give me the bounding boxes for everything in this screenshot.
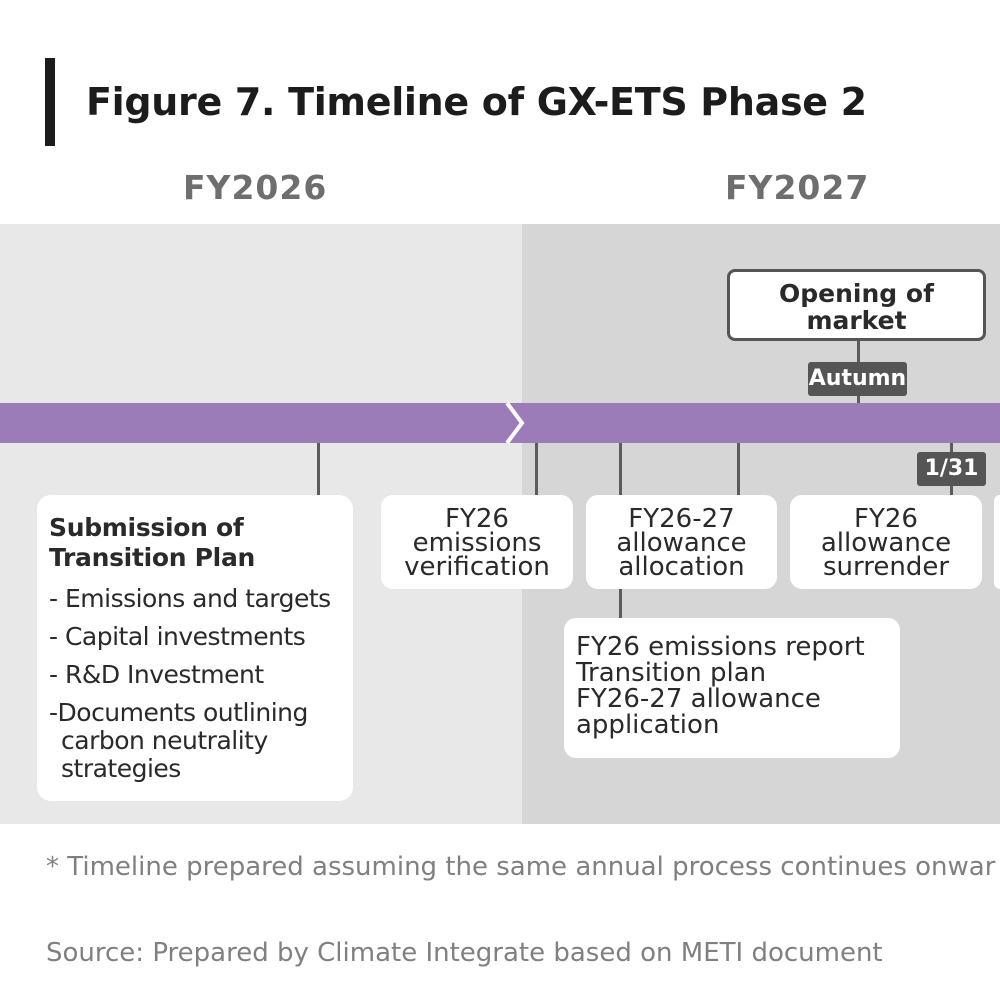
- deadline-tag: 1/31: [917, 452, 986, 486]
- source-note: Source: Prepared by Climate Integrate ba…: [46, 938, 883, 968]
- transition-plan-card: Submission of Transition Plan - Emission…: [37, 495, 353, 801]
- report-card: FY26 emissions report Transition plan FY…: [564, 618, 900, 758]
- list-item: - Emissions and targets: [49, 584, 331, 613]
- allocation-line1: FY26-27: [628, 504, 735, 534]
- list-item: - R&D Investment: [49, 660, 264, 689]
- report-line: FY26-27 allowance: [576, 684, 821, 714]
- surrender-line1: FY26: [854, 504, 918, 534]
- timeline-track: [0, 403, 1000, 443]
- market-opening-line1: Opening of: [779, 279, 934, 308]
- list-item: -Documents outlining: [49, 698, 308, 727]
- allocation-line2: allowance: [616, 528, 747, 558]
- autumn-tag: Autumn: [808, 362, 907, 396]
- connector-verification: [535, 420, 538, 495]
- surrender-line2: allowance: [820, 528, 952, 558]
- allocation-card: FY26-27 allowance allocation: [586, 495, 777, 589]
- transition-plan-title-line1: Submission of: [49, 513, 244, 542]
- connector-allocation: [737, 420, 740, 495]
- report-line: FY26 emissions report: [576, 632, 865, 662]
- fiscal-year-chevron: [505, 401, 525, 445]
- verification-line2: emissions: [412, 528, 542, 558]
- verification-line1: FY26: [445, 504, 509, 534]
- report-line: Transition plan: [576, 658, 767, 688]
- market-opening-line2: market: [806, 306, 907, 335]
- list-item-continuation: carbon neutrality: [61, 726, 268, 755]
- next-card-edge: [994, 495, 1000, 589]
- footnote: * Timeline prepared assuming the same an…: [46, 852, 996, 882]
- surrender-card: FY26 allowance surrender: [790, 495, 982, 589]
- list-item: - Capital investments: [49, 622, 306, 651]
- timeline-bar: [0, 401, 1000, 445]
- market-opening-box: Opening of market: [727, 269, 986, 341]
- verification-card: FY26 emissions verification: [381, 495, 573, 589]
- title-accent-bar: [45, 58, 55, 146]
- year-label-fy2026: FY2026: [183, 168, 328, 207]
- figure-title: Figure 7. Timeline of GX-ETS Phase 2: [86, 80, 867, 124]
- year-label-fy2027: FY2027: [725, 168, 870, 207]
- connector-transition-plan: [317, 420, 320, 495]
- transition-plan-list: - Emissions and targets - Capital invest…: [49, 585, 353, 783]
- surrender-line3: surrender: [822, 552, 950, 582]
- list-item-continuation: strategies: [61, 754, 181, 783]
- transition-plan-title-line2: Transition Plan: [49, 543, 256, 572]
- report-line: application: [576, 710, 720, 740]
- allocation-line3: allocation: [618, 552, 745, 582]
- verification-line3: verification: [404, 552, 550, 582]
